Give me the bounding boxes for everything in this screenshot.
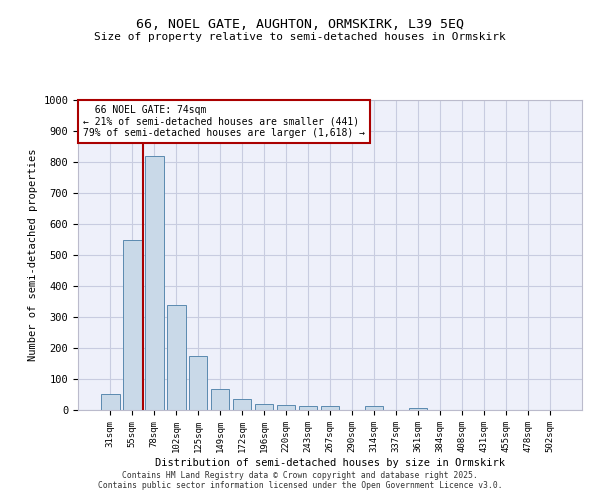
Text: Contains HM Land Registry data © Crown copyright and database right 2025.
Contai: Contains HM Land Registry data © Crown c… bbox=[98, 470, 502, 490]
Text: 66 NOEL GATE: 74sqm
← 21% of semi-detached houses are smaller (441)
79% of semi-: 66 NOEL GATE: 74sqm ← 21% of semi-detach… bbox=[83, 104, 365, 138]
Bar bbox=[233, 399, 251, 410]
Y-axis label: Number of semi-detached properties: Number of semi-detached properties bbox=[28, 149, 38, 361]
Bar bbox=[101, 394, 119, 410]
Bar bbox=[167, 304, 185, 410]
Text: 66, NOEL GATE, AUGHTON, ORMSKIRK, L39 5EQ: 66, NOEL GATE, AUGHTON, ORMSKIRK, L39 5E… bbox=[136, 18, 464, 30]
Bar bbox=[255, 404, 274, 410]
X-axis label: Distribution of semi-detached houses by size in Ormskirk: Distribution of semi-detached houses by … bbox=[155, 458, 505, 468]
Bar bbox=[277, 406, 295, 410]
Bar bbox=[189, 356, 208, 410]
Bar bbox=[409, 408, 427, 410]
Bar bbox=[211, 389, 229, 410]
Bar bbox=[299, 406, 317, 410]
Bar bbox=[320, 406, 340, 410]
Text: Size of property relative to semi-detached houses in Ormskirk: Size of property relative to semi-detach… bbox=[94, 32, 506, 42]
Bar bbox=[365, 406, 383, 410]
Bar bbox=[123, 240, 142, 410]
Bar bbox=[145, 156, 164, 410]
